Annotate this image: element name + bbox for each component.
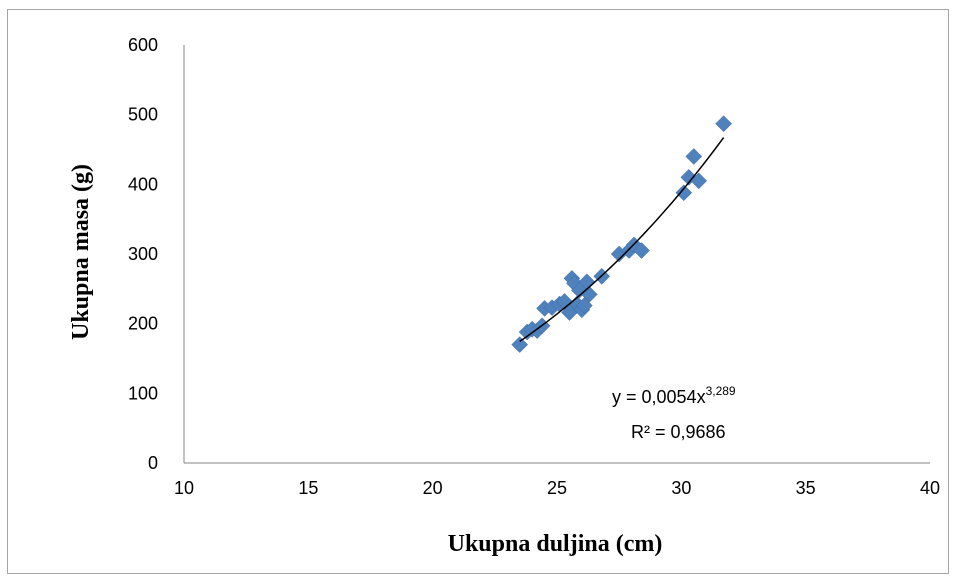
data-points — [511, 115, 732, 353]
trendline-equation: y = 0,0054x3,289 — [612, 384, 736, 407]
y-tick-label: 600 — [128, 35, 158, 55]
data-point — [685, 148, 703, 165]
data-point — [675, 184, 693, 202]
y-axis-title: Ukupna masa (g) — [68, 164, 94, 340]
data-point — [715, 115, 732, 133]
x-axis-title: Ukupna duljina (cm) — [448, 531, 663, 557]
data-point — [633, 242, 650, 259]
x-tick-label: 15 — [298, 478, 318, 498]
x-tick-label: 35 — [796, 478, 816, 498]
power-trendline — [519, 137, 725, 343]
y-tick-label: 300 — [128, 244, 158, 264]
y-tick-label: 400 — [128, 174, 158, 194]
y-tick-label: 100 — [128, 383, 158, 403]
y-tick-label: 200 — [128, 314, 158, 334]
y-tick-label: 0 — [148, 453, 158, 473]
x-tick-label: 20 — [423, 478, 443, 498]
x-tick-label: 30 — [671, 478, 691, 498]
y-tick-label: 500 — [128, 105, 158, 125]
r-squared-label: R² = 0,9686 — [631, 422, 726, 442]
x-tick-labels: 10 15 20 25 30 35 40 — [174, 478, 940, 498]
axes — [183, 45, 930, 464]
x-tick-label: 40 — [920, 478, 940, 498]
x-tick-label: 10 — [174, 478, 194, 498]
data-point — [690, 172, 708, 190]
y-tick-labels: 0 100 200 300 400 500 600 — [128, 35, 158, 473]
chart-frame — [7, 9, 949, 574]
data-point — [511, 336, 529, 353]
x-tick-label: 25 — [547, 478, 567, 498]
